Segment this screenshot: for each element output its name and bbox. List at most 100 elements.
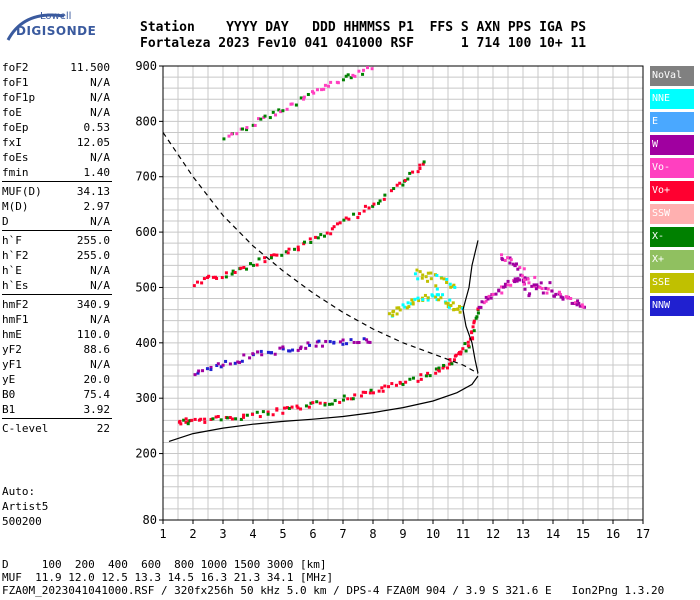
trace-point xyxy=(234,417,238,421)
trace-point xyxy=(271,413,275,417)
trace-point xyxy=(413,297,417,301)
trace-point xyxy=(350,397,354,401)
trace-point xyxy=(258,415,262,419)
trace-point xyxy=(471,325,475,329)
trace-point xyxy=(344,74,348,78)
auto-info: Auto: Artist5 500200 xyxy=(2,484,48,529)
footer-file: FZA0M_2023041041000.RSF / 320fx256h 50 k… xyxy=(2,584,665,597)
trace-point xyxy=(577,301,581,305)
trace-point xyxy=(277,108,281,112)
trace-point xyxy=(190,418,194,422)
trace-point xyxy=(291,348,295,352)
param-value: N/A xyxy=(90,358,110,371)
trace-point xyxy=(245,126,249,130)
trace-point xyxy=(296,245,300,249)
legend-item-nne: NNE xyxy=(650,89,694,109)
profile-curve xyxy=(168,375,479,442)
param-key: fmin xyxy=(2,166,29,179)
trace-point xyxy=(576,299,580,303)
trace-point xyxy=(281,347,285,351)
trace-point xyxy=(263,114,267,118)
trace-point xyxy=(499,285,503,289)
trace-point xyxy=(195,280,199,284)
trace-point xyxy=(416,170,420,174)
trace-point xyxy=(315,340,319,344)
trace-point xyxy=(248,356,252,360)
trace-point xyxy=(270,351,274,355)
param-separator xyxy=(2,230,112,231)
trace-point xyxy=(372,202,376,206)
param-row: h`F 255.0 xyxy=(2,233,110,248)
param-value: 1.40 xyxy=(83,166,111,179)
trace-point xyxy=(323,83,327,87)
station-header: Station YYYY DAY DDD HHMMSS P1 FFS S AXN… xyxy=(140,20,586,52)
param-key: foF2 xyxy=(2,61,29,74)
param-row: foEp 0.53 xyxy=(2,120,110,135)
trace-point xyxy=(578,304,582,308)
trace-point xyxy=(202,277,206,281)
trace-point xyxy=(241,415,245,419)
x-tick-label: 1 xyxy=(159,527,166,541)
trace-point xyxy=(482,301,486,305)
trace-point xyxy=(403,178,407,182)
trace-point xyxy=(328,340,332,344)
trace-point xyxy=(224,359,228,363)
trace-point xyxy=(506,256,510,260)
trace-point xyxy=(209,365,213,369)
trace-point xyxy=(452,358,456,362)
legend-item-vo: Vo+ xyxy=(650,181,694,201)
trace-point xyxy=(341,338,345,342)
x-tick-label: 11 xyxy=(456,527,470,541)
trace-point xyxy=(437,298,441,302)
trace-point xyxy=(377,201,381,205)
param-row: h`Es N/A xyxy=(2,278,110,293)
trace-point xyxy=(395,312,399,316)
trace-point xyxy=(347,217,351,221)
trace-point xyxy=(391,313,395,317)
lowell-digisonde-logo: Lowell DIGISONDE xyxy=(4,6,96,44)
trace-point xyxy=(508,261,512,265)
trace-point xyxy=(441,293,445,297)
trace-point xyxy=(426,296,430,300)
trace-point xyxy=(435,287,439,291)
legend-item-w: W xyxy=(650,135,694,155)
trace-point xyxy=(319,233,323,237)
trace-point xyxy=(230,132,234,136)
param-value: N/A xyxy=(90,279,110,292)
trace-point xyxy=(239,266,243,270)
trace-point xyxy=(575,303,579,307)
trace-point xyxy=(287,247,291,251)
param-value: 110.0 xyxy=(76,328,110,341)
trace-point xyxy=(241,127,245,131)
trace-point xyxy=(406,177,410,181)
trace-point xyxy=(259,117,263,121)
trace-point xyxy=(344,216,348,220)
trace-point xyxy=(580,303,584,307)
trace-point xyxy=(219,365,223,369)
trace-point xyxy=(357,69,361,73)
trace-point xyxy=(486,297,490,301)
trace-point xyxy=(464,349,468,353)
auto-artist: Artist5 xyxy=(2,500,49,513)
trace-point xyxy=(369,388,373,392)
trace-point xyxy=(216,362,220,366)
trace-point xyxy=(550,289,554,293)
trace-point xyxy=(421,298,425,302)
trace-point xyxy=(259,349,263,353)
trace-point xyxy=(324,339,328,343)
y-tick-label: 600 xyxy=(135,225,157,239)
trace-point xyxy=(302,97,306,101)
trace-point xyxy=(442,363,446,367)
trace-point xyxy=(353,74,357,78)
trace-point xyxy=(503,282,507,286)
trace-point xyxy=(561,297,565,301)
trace-point xyxy=(533,275,537,279)
trace-point xyxy=(219,418,223,422)
trace-point xyxy=(281,109,285,113)
trace-point xyxy=(454,353,458,357)
param-key: fxI xyxy=(2,136,22,149)
trace-point xyxy=(382,197,386,201)
trace-point xyxy=(383,193,387,197)
param-value: 22 xyxy=(96,422,110,435)
